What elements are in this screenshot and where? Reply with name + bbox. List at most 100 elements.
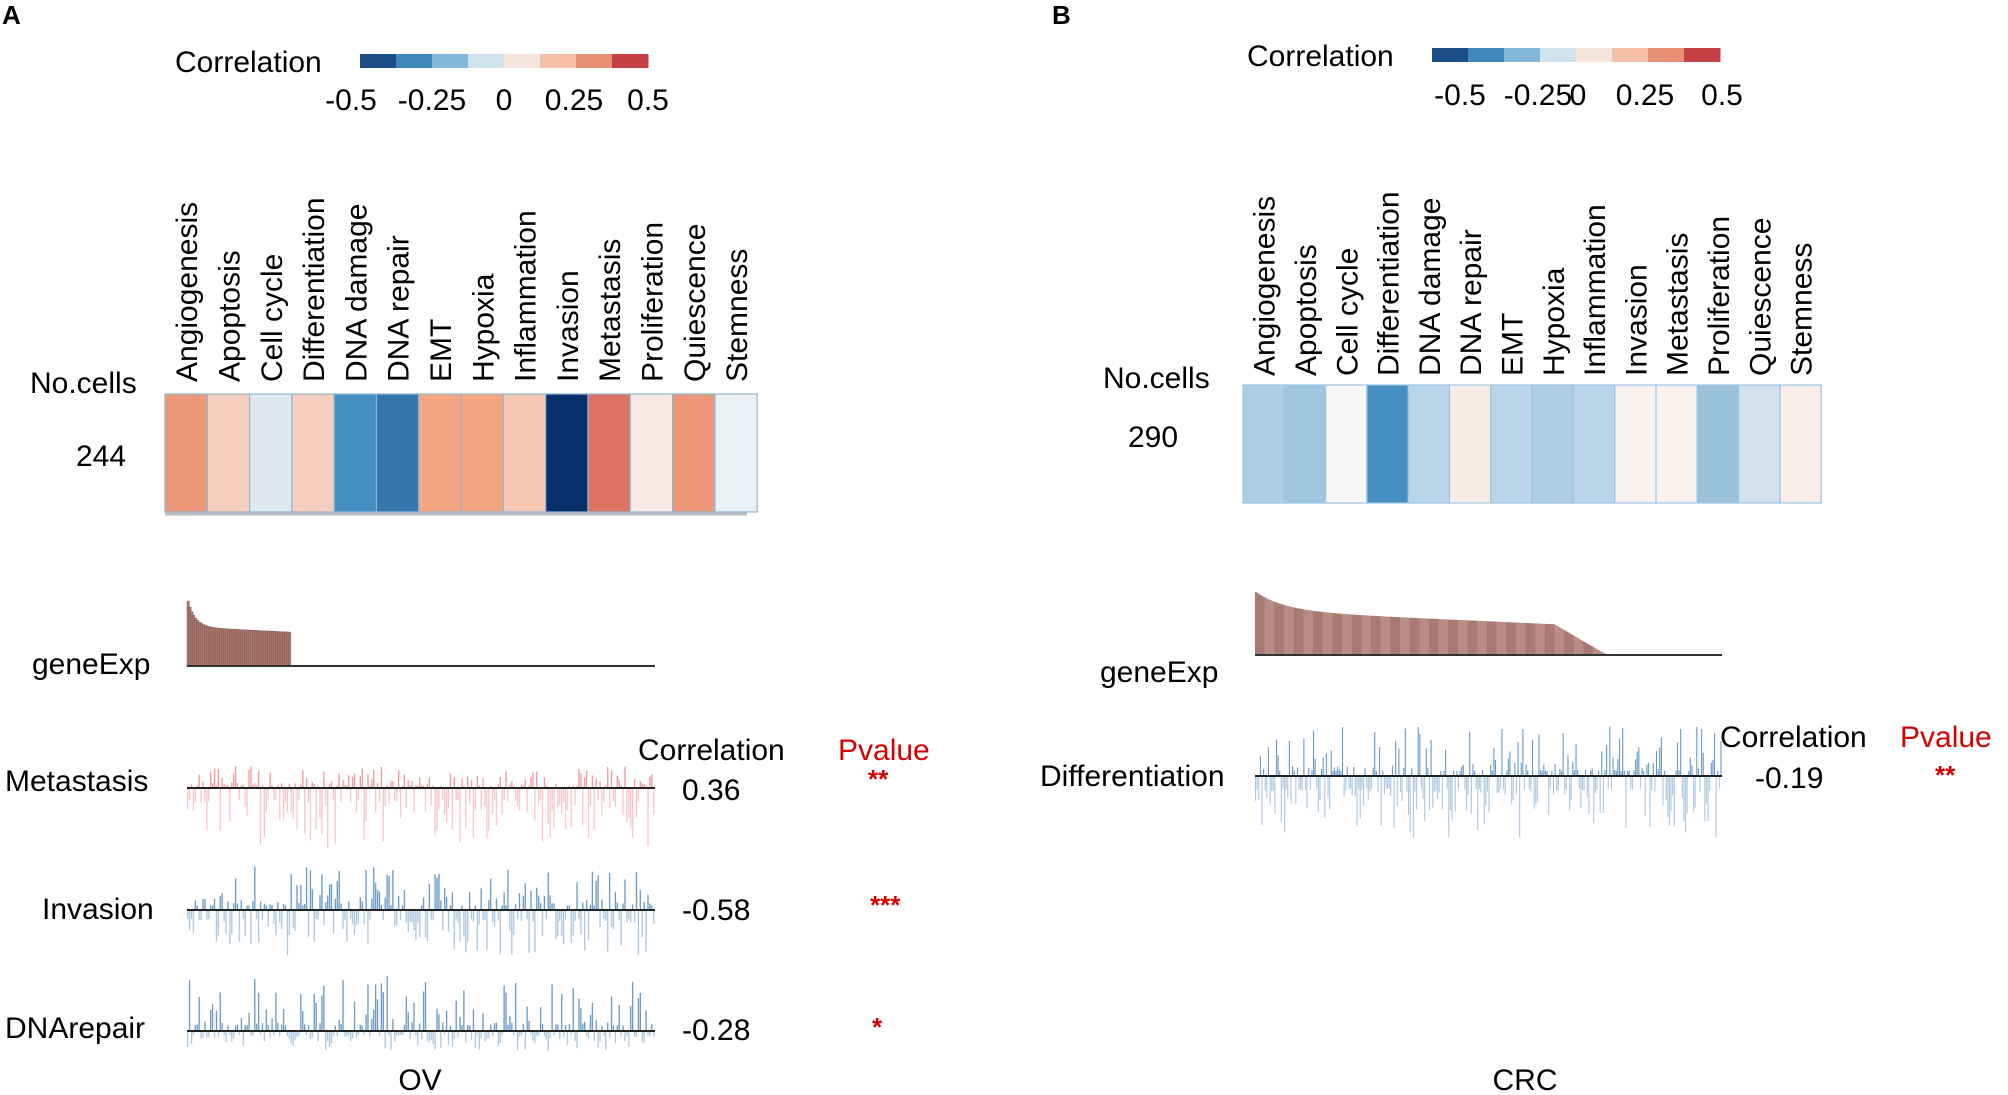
track-bar — [1414, 776, 1416, 792]
track-bar — [1560, 770, 1563, 776]
track-bar — [1272, 776, 1274, 792]
track-bar — [1705, 776, 1708, 804]
track-bar — [271, 1018, 273, 1031]
track-bar — [1380, 776, 1382, 826]
track-bar — [501, 905, 503, 910]
heatmap-cell — [1283, 384, 1327, 504]
track-bar — [605, 910, 607, 922]
track-bar — [1512, 776, 1514, 801]
state-label: Angiogenesis — [1249, 196, 1282, 376]
track-bar — [1601, 751, 1603, 776]
track-bar — [1509, 751, 1511, 776]
track-bar — [1638, 747, 1640, 776]
track-bar — [1300, 776, 1302, 790]
track-bar — [1515, 776, 1518, 794]
track-bar — [1358, 776, 1360, 790]
gene-exp-bar — [1441, 619, 1444, 655]
track-bar — [501, 1031, 503, 1036]
gene-exp-bar — [1522, 622, 1525, 655]
track-bar — [559, 910, 561, 921]
track-bar — [244, 788, 246, 807]
track-bar — [1430, 739, 1432, 776]
heatmap-cell — [249, 393, 293, 513]
track-bar — [229, 788, 231, 822]
panel-b-letter: B — [1052, 0, 1071, 30]
gene-exp-bar — [1263, 596, 1265, 655]
track-bar — [1662, 776, 1664, 806]
track-bar — [407, 780, 409, 788]
track-bar — [430, 1031, 432, 1040]
track-bar — [357, 788, 360, 801]
track-bar — [622, 903, 624, 910]
gene-exp-bar — [1269, 600, 1272, 655]
track-bar — [361, 1025, 363, 1031]
track-bar — [653, 788, 655, 815]
heatmap-cell — [1737, 384, 1781, 504]
track-bar — [1546, 770, 1548, 776]
panel-a-state-labels: Angiogenesis Apoptosis Cell cycle Different… — [171, 197, 754, 382]
track-bar — [641, 1031, 643, 1043]
track-bar — [215, 785, 218, 788]
track-bar — [1449, 776, 1451, 810]
track-bar — [551, 788, 553, 811]
track-bar — [188, 788, 191, 801]
panel-a-legend-tick: -0.25 — [398, 84, 466, 117]
track-bar — [1385, 776, 1387, 789]
track-bar — [495, 788, 498, 826]
gene-exp-bar — [1416, 618, 1418, 655]
track-bar — [591, 871, 594, 910]
track-bar — [419, 1023, 421, 1031]
track-bar — [1438, 776, 1440, 793]
track-bar — [405, 788, 407, 809]
track-bar — [227, 784, 229, 788]
track-bar — [219, 992, 221, 1031]
track-bar — [1279, 770, 1281, 776]
track-bar — [1620, 770, 1622, 776]
track-bar — [1641, 767, 1643, 776]
track-bar — [208, 1031, 210, 1038]
track-bar — [647, 1031, 649, 1036]
track-bar — [334, 898, 337, 910]
track-bar — [246, 1025, 248, 1031]
track-bar — [227, 1025, 229, 1031]
track-bar — [1713, 733, 1716, 776]
track-bar — [338, 870, 340, 910]
track-bar — [234, 878, 237, 910]
track-bar — [436, 788, 438, 831]
track-bar — [547, 788, 549, 824]
gene-exp-bar — [1498, 621, 1501, 655]
track-bar — [371, 779, 373, 788]
track-bar — [309, 1031, 312, 1040]
track-bar — [651, 774, 653, 788]
track-bar — [472, 788, 475, 838]
track-bar — [478, 785, 480, 788]
track-bar — [1562, 733, 1564, 776]
track-bar — [497, 910, 500, 921]
track-bar — [566, 788, 569, 811]
track-bar — [198, 910, 200, 921]
track-bar — [1396, 776, 1398, 806]
track-bar — [539, 903, 542, 910]
track-bar — [294, 783, 296, 788]
track-bar — [373, 867, 375, 910]
track-bar — [403, 1024, 406, 1031]
panel-a-track-label: Metastasis — [5, 765, 148, 798]
track-bar — [488, 1031, 490, 1038]
gene-exp-bar — [1403, 617, 1406, 655]
gene-exp-bar — [1322, 612, 1325, 655]
track-bar — [1312, 730, 1315, 776]
track-bar — [1639, 776, 1641, 789]
gene-exp-bar — [1338, 613, 1341, 655]
gene-exp-bar — [1543, 623, 1546, 655]
track-bar — [351, 776, 354, 788]
gene-exp-bar — [1482, 621, 1484, 655]
track-bar — [1406, 776, 1408, 792]
track-bar — [298, 788, 300, 801]
track-bar — [1577, 769, 1579, 776]
track-bar — [493, 910, 496, 927]
track-bar — [265, 788, 267, 813]
track-bar — [1263, 768, 1265, 776]
track-bar — [1554, 764, 1556, 776]
track-bar — [307, 910, 310, 937]
gene-exp-bar — [1292, 607, 1294, 655]
